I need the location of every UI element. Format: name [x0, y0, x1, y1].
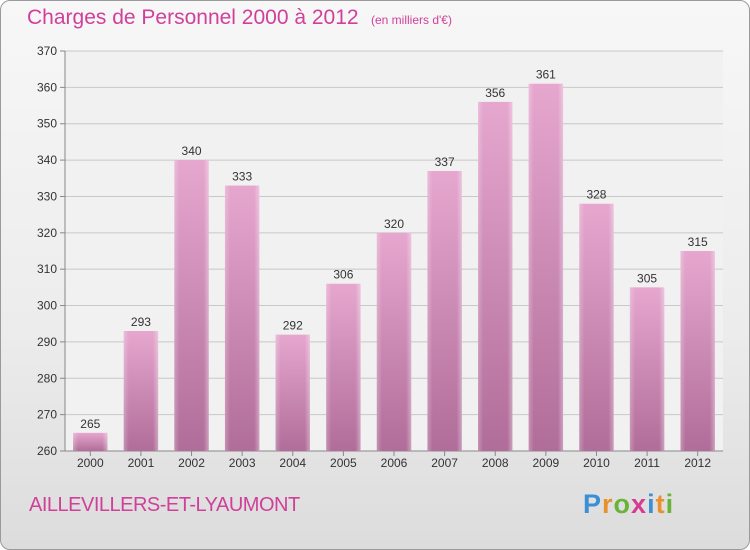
- bar-highlight: [376, 232, 412, 451]
- value-label: 315: [688, 235, 708, 249]
- logo-letter: P: [583, 489, 603, 519]
- x-tick-label: 2009: [532, 456, 559, 470]
- x-tick-label: 2002: [178, 456, 205, 470]
- x-tick-label: 2012: [684, 456, 711, 470]
- y-tick-label: 360: [37, 80, 57, 94]
- commune-name: AILLEVILLERS-ET-LYAUMONT: [29, 494, 300, 516]
- bar-highlight: [73, 432, 108, 451]
- value-label: 306: [333, 268, 353, 282]
- logo-letter: o: [613, 489, 632, 519]
- value-label: 305: [637, 271, 657, 285]
- value-label: 340: [182, 144, 202, 158]
- y-tick-label: 320: [37, 226, 57, 240]
- x-tick-label: 2003: [229, 456, 256, 470]
- logo-letter: r: [602, 489, 614, 519]
- y-tick-label: 260: [37, 444, 57, 458]
- value-label: 292: [283, 319, 303, 333]
- value-label: 337: [435, 155, 455, 169]
- bar-highlight: [427, 171, 462, 451]
- logo-letter: i: [647, 489, 656, 519]
- bar-highlight: [528, 83, 564, 452]
- y-tick-label: 270: [37, 408, 57, 422]
- value-label: 333: [232, 170, 252, 184]
- logo-letter: i: [665, 489, 675, 519]
- y-tick-label: 330: [37, 189, 57, 203]
- x-tick-label: 2011: [634, 456, 660, 470]
- x-tick-label: 2006: [381, 456, 408, 470]
- bar-highlight: [275, 334, 310, 451]
- value-label: 265: [80, 417, 100, 431]
- x-tick-label: 2008: [482, 456, 509, 470]
- bar-highlight: [629, 287, 665, 451]
- y-tick-label: 300: [37, 299, 57, 313]
- bar-highlight: [326, 283, 361, 451]
- logo-letter: t: [655, 489, 666, 519]
- y-tick-label: 290: [37, 335, 57, 349]
- value-label: 328: [586, 188, 606, 202]
- y-tick-label: 280: [37, 371, 57, 385]
- chart-title: Charges de Personnel 2000 à 2012: [27, 6, 359, 29]
- y-tick-label: 370: [37, 44, 57, 58]
- chart-subtitle: (en milliers d'€): [371, 13, 452, 27]
- y-tick-label: 350: [37, 117, 57, 131]
- proxiti-logo: Proxiti: [583, 489, 674, 520]
- bar-highlight: [579, 203, 614, 451]
- bar-highlight: [174, 160, 209, 451]
- bar-highlight: [680, 251, 715, 451]
- x-tick-label: 2004: [279, 456, 306, 470]
- value-label: 361: [536, 68, 556, 82]
- x-tick-label: 2005: [330, 456, 357, 470]
- value-label: 293: [131, 315, 151, 329]
- bar-highlight: [478, 101, 513, 451]
- y-tick-label: 340: [37, 153, 57, 167]
- value-label: 356: [485, 86, 505, 100]
- bar-highlight: [224, 185, 260, 451]
- value-label: 320: [384, 217, 404, 231]
- x-tick-label: 2010: [583, 456, 610, 470]
- logo-letter: x: [631, 489, 648, 519]
- x-tick-label: 2001: [128, 456, 155, 470]
- bar-highlight: [123, 331, 159, 451]
- x-tick-label: 2000: [77, 456, 104, 470]
- x-tick-label: 2007: [431, 456, 458, 470]
- y-tick-label: 310: [37, 262, 57, 276]
